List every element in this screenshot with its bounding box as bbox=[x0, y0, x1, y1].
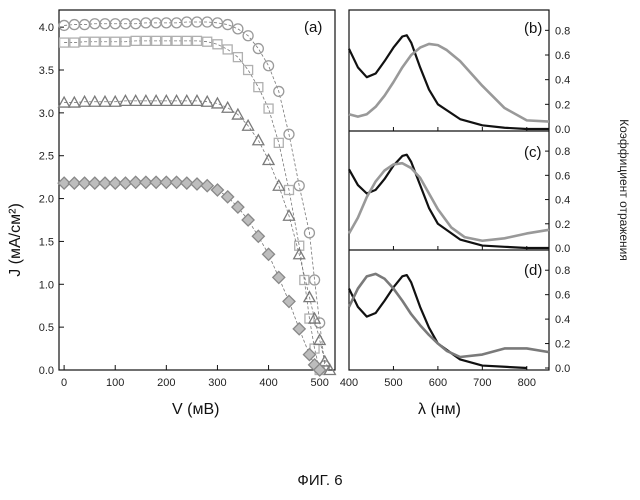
y-tick-label: 2.0 bbox=[39, 194, 54, 206]
y-tick-label: 2.5 bbox=[39, 151, 54, 163]
data-point-diamond bbox=[273, 271, 285, 283]
figure-6: 0 100 200 300 400 500 0.0 0.5 1.0 1.5 2.0 2.5 3.0 3.5… bbox=[0, 0, 640, 470]
panel-b-plot: 0.0 0.2 0.4 0.6 0.8 bbox=[349, 25, 570, 136]
panel-d-xlabel: λ (нм) bbox=[418, 401, 461, 418]
data-point-triangle bbox=[100, 96, 111, 106]
x-tick-label: 800 bbox=[518, 377, 536, 389]
x-tick-label: 400 bbox=[340, 377, 358, 389]
data-point-triangle bbox=[89, 96, 100, 106]
data-point-diamond bbox=[191, 178, 203, 190]
x-tick-label: 500 bbox=[384, 377, 402, 389]
y-tick-label: 0.8 bbox=[555, 146, 570, 158]
data-point-triangle bbox=[151, 95, 162, 105]
data-point-circle bbox=[264, 61, 274, 71]
series-square-line bbox=[64, 41, 320, 370]
data-point-triangle bbox=[232, 109, 243, 119]
y-tick-label: 0.6 bbox=[555, 170, 570, 182]
spectrum-line-dark bbox=[349, 275, 527, 368]
y-tick-label: 0.6 bbox=[555, 290, 570, 302]
panel-c-plot: 0.0 0.2 0.4 0.6 0.8 bbox=[349, 146, 570, 255]
x-tick-label: 0 bbox=[61, 377, 67, 389]
data-point-diamond bbox=[252, 230, 264, 242]
data-point-square bbox=[213, 40, 222, 49]
data-point-diamond bbox=[303, 349, 315, 361]
data-point-triangle bbox=[222, 102, 233, 112]
panels-bcd-frame bbox=[349, 10, 549, 370]
x-tick-label: 400 bbox=[259, 377, 277, 389]
data-point-triangle bbox=[79, 96, 90, 106]
data-point-square bbox=[254, 83, 263, 92]
y-tick-label: 0.2 bbox=[555, 339, 570, 351]
y-tick-label: 0.6 bbox=[555, 50, 570, 62]
data-point-square bbox=[233, 53, 242, 62]
y-tick-label: 0.2 bbox=[555, 99, 570, 111]
y-tick-label: 0.4 bbox=[555, 75, 570, 87]
data-point-triangle bbox=[161, 95, 172, 105]
y-tick-label: 1.0 bbox=[39, 279, 54, 291]
panel-a-label: (a) bbox=[304, 19, 322, 36]
data-point-diamond bbox=[242, 214, 254, 226]
y-tick-label: 0.0 bbox=[39, 365, 54, 377]
x-tick-label: 200 bbox=[157, 377, 175, 389]
y-tick-label: 4.0 bbox=[39, 22, 54, 34]
data-point-diamond bbox=[283, 295, 295, 307]
y-tick-label: 0.4 bbox=[555, 195, 570, 207]
data-point-triangle bbox=[69, 97, 80, 107]
data-point-diamond bbox=[293, 323, 305, 335]
x-tick-label: 700 bbox=[473, 377, 491, 389]
data-point-triangle bbox=[120, 95, 131, 105]
data-point-triangle bbox=[130, 95, 141, 105]
x-tick-label: 300 bbox=[208, 377, 226, 389]
panel-b-label: (b) bbox=[524, 20, 542, 37]
data-point-circle bbox=[223, 20, 233, 30]
data-point-triangle bbox=[181, 95, 192, 105]
y-tick-label: 0.8 bbox=[555, 265, 570, 277]
spectrum-line-gray bbox=[349, 163, 549, 241]
y-tick-label: 0.4 bbox=[555, 314, 570, 326]
figure-caption: ФИГ. 6 bbox=[0, 472, 640, 489]
data-point-triangle bbox=[212, 98, 223, 108]
data-point-triangle bbox=[192, 95, 203, 105]
data-point-triangle bbox=[273, 180, 284, 190]
y-tick-label: 3.0 bbox=[39, 108, 54, 120]
data-point-square bbox=[264, 104, 273, 113]
y-tick-label: 0.8 bbox=[555, 25, 570, 37]
spectrum-line-gray bbox=[349, 274, 549, 357]
panel-a-xlabel: V (мВ) bbox=[172, 401, 219, 418]
panel-a-ylabel: J (мА/см²) bbox=[7, 203, 24, 277]
y-tick-label: 0.2 bbox=[555, 219, 570, 231]
y-tick-label: 0.0 bbox=[555, 243, 570, 255]
data-point-triangle bbox=[59, 97, 70, 107]
data-point-triangle bbox=[202, 96, 213, 106]
data-point-triangle bbox=[253, 135, 264, 145]
data-point-circle bbox=[253, 44, 263, 54]
y-tick-label: 1.5 bbox=[39, 236, 54, 248]
data-point-triangle bbox=[304, 292, 315, 302]
data-point-circle bbox=[310, 275, 320, 285]
data-point-triangle bbox=[140, 95, 151, 105]
data-point-triangle bbox=[314, 335, 325, 345]
right-ylabel: Коэффициент отражения bbox=[617, 119, 631, 261]
data-point-square bbox=[244, 66, 253, 75]
spectrum-line-gray bbox=[349, 44, 549, 122]
data-point-diamond bbox=[263, 248, 275, 260]
data-point-square bbox=[300, 276, 309, 285]
y-tick-label: 0.5 bbox=[39, 322, 54, 334]
panel-d-label: (d) bbox=[524, 262, 542, 279]
x-tick-label: 500 bbox=[310, 377, 328, 389]
data-point-square bbox=[274, 138, 283, 147]
x-tick-label: 600 bbox=[429, 377, 447, 389]
y-tick-label: 0.0 bbox=[555, 124, 570, 136]
y-tick-label: 3.5 bbox=[39, 65, 54, 77]
y-tick-label: 0.0 bbox=[555, 363, 570, 375]
data-point-triangle bbox=[171, 95, 182, 105]
panel-c-label: (c) bbox=[524, 144, 542, 161]
data-point-circle bbox=[233, 24, 243, 34]
x-tick-label: 100 bbox=[106, 377, 124, 389]
panel-a-plot: 0 100 200 300 400 500 0.0 0.5 1.0 1.5 2.0 2.5 3.0 3.5… bbox=[39, 17, 336, 389]
